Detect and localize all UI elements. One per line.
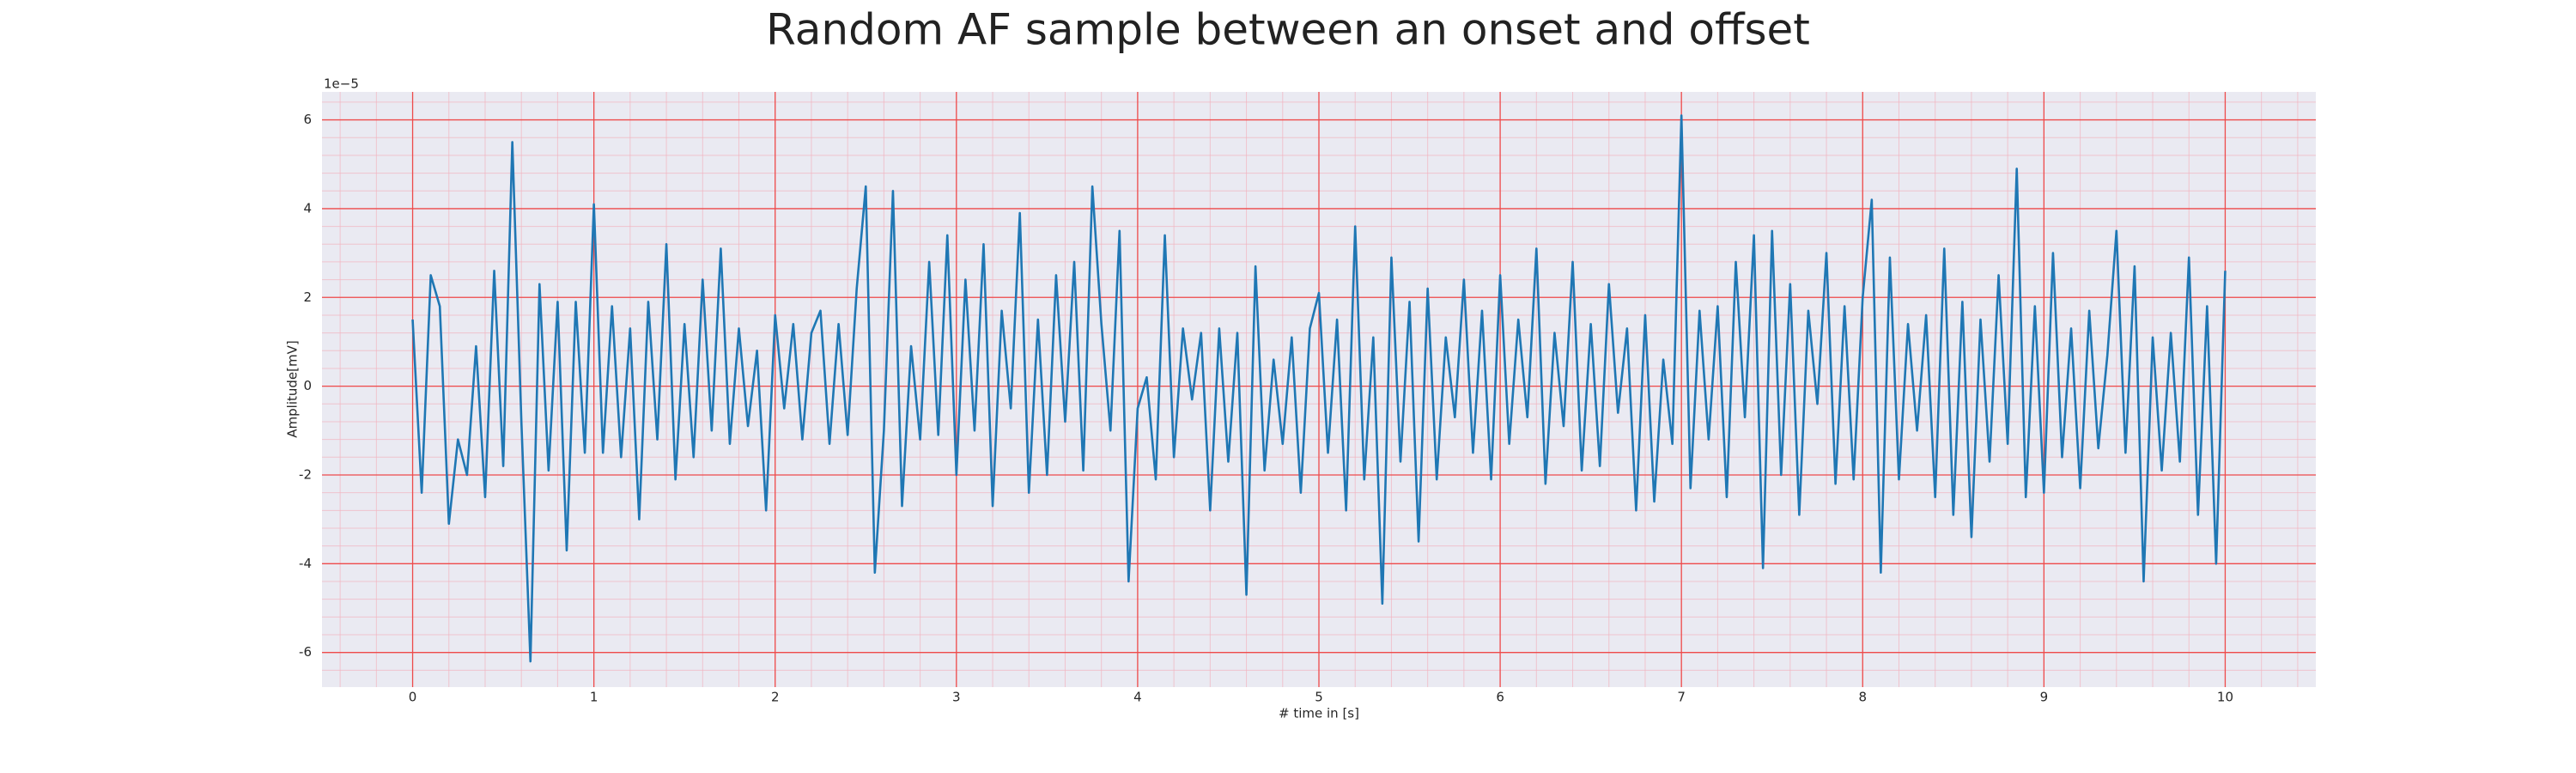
y-tick-label: 2 <box>303 289 312 305</box>
x-tick-label: 2 <box>771 690 780 705</box>
y-tick-label: -2 <box>299 466 312 482</box>
x-tick-label: 3 <box>952 690 961 705</box>
y-axis-label: Amplitude[mV] <box>285 340 301 437</box>
x-axis-label: # time in [s] <box>1279 706 1359 721</box>
x-tick-label: 8 <box>1858 690 1867 705</box>
y-tick-label: 4 <box>303 200 312 216</box>
x-tick-label: 5 <box>1315 690 1323 705</box>
y-offset-label: 1e−5 <box>324 76 359 92</box>
x-tick-label: 6 <box>1496 690 1504 705</box>
x-tick-label: 10 <box>2217 690 2233 705</box>
x-tick-label: 7 <box>1677 690 1686 705</box>
x-tick-label: 0 <box>409 690 417 705</box>
x-tick-label: 9 <box>2040 690 2049 705</box>
chart-title: Random AF sample between an onset and of… <box>766 5 1810 55</box>
y-tick-label: -4 <box>299 556 312 571</box>
data-line <box>411 114 2227 663</box>
y-tick-label: -6 <box>299 644 312 660</box>
y-tick-label: 6 <box>303 112 312 127</box>
y-tick-label: 0 <box>303 378 312 393</box>
x-tick-label: 4 <box>1133 690 1142 705</box>
x-tick-label: 1 <box>590 690 598 705</box>
